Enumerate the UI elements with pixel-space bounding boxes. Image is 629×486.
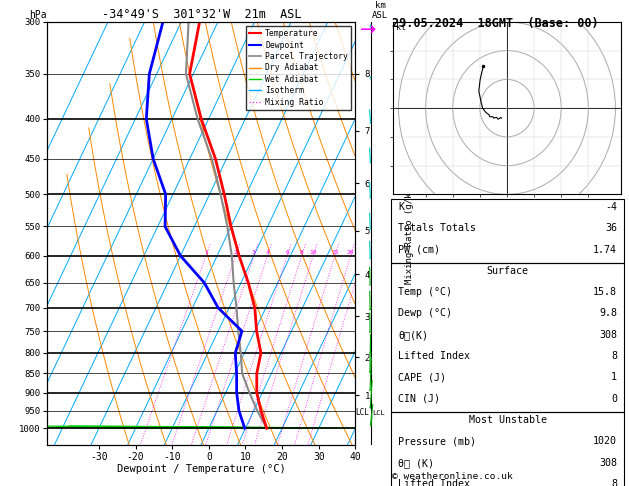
Text: 15.8: 15.8: [593, 287, 617, 297]
Text: Temp (°C): Temp (°C): [398, 287, 452, 297]
Text: 308: 308: [599, 330, 617, 340]
Text: 2: 2: [234, 250, 238, 255]
Text: 0: 0: [611, 394, 617, 404]
Text: θᴇ(K): θᴇ(K): [398, 330, 428, 340]
Text: Dewp (°C): Dewp (°C): [398, 309, 452, 318]
Text: 9.8: 9.8: [599, 309, 617, 318]
Text: Pressure (mb): Pressure (mb): [398, 436, 476, 446]
Text: © weatheronline.co.uk: © weatheronline.co.uk: [392, 472, 513, 481]
Text: LCL: LCL: [372, 410, 385, 416]
Bar: [391, 199, 624, 263]
Text: 8: 8: [611, 351, 617, 361]
Text: kt: kt: [396, 23, 406, 33]
Text: 6: 6: [286, 250, 289, 255]
Text: 1.74: 1.74: [593, 244, 617, 255]
Text: LCL: LCL: [355, 408, 369, 417]
Text: Most Unstable: Most Unstable: [469, 415, 547, 425]
Text: 308: 308: [599, 458, 617, 468]
Text: km
ASL: km ASL: [372, 1, 388, 20]
Text: Surface: Surface: [487, 266, 528, 276]
Text: -4: -4: [605, 202, 617, 212]
Bar: [391, 263, 624, 413]
Bar: [391, 413, 624, 486]
Legend: Temperature, Dewpoint, Parcel Trajectory, Dry Adiabat, Wet Adiabat, Isotherm, Mi: Temperature, Dewpoint, Parcel Trajectory…: [246, 26, 352, 110]
Text: CIN (J): CIN (J): [398, 394, 440, 404]
Text: Lifted Index: Lifted Index: [398, 479, 470, 486]
Text: 1: 1: [204, 250, 208, 255]
Text: 36: 36: [605, 223, 617, 233]
Text: Totals Totals: Totals Totals: [398, 223, 476, 233]
Text: →: →: [360, 21, 376, 40]
Text: K: K: [398, 202, 404, 212]
Text: 8: 8: [611, 479, 617, 486]
Text: 8: 8: [300, 250, 304, 255]
Text: 20: 20: [347, 250, 354, 255]
Text: θᴇ (K): θᴇ (K): [398, 458, 434, 468]
Text: PW (cm): PW (cm): [398, 244, 440, 255]
Text: 10: 10: [309, 250, 317, 255]
Text: 1020: 1020: [593, 436, 617, 446]
Text: 4: 4: [265, 250, 269, 255]
Text: CAPE (J): CAPE (J): [398, 372, 446, 382]
Text: Lifted Index: Lifted Index: [398, 351, 470, 361]
Y-axis label: Mixing Ratio (g/kg): Mixing Ratio (g/kg): [404, 182, 413, 284]
Title: -34°49'S  301°32'W  21m  ASL: -34°49'S 301°32'W 21m ASL: [101, 8, 301, 21]
X-axis label: Dewpoint / Temperature (°C): Dewpoint / Temperature (°C): [117, 465, 286, 474]
Text: 15: 15: [331, 250, 338, 255]
Text: 29.05.2024  18GMT  (Base: 00): 29.05.2024 18GMT (Base: 00): [392, 17, 598, 30]
Text: 1: 1: [611, 372, 617, 382]
Text: 3: 3: [252, 250, 256, 255]
Text: hPa: hPa: [29, 10, 47, 20]
